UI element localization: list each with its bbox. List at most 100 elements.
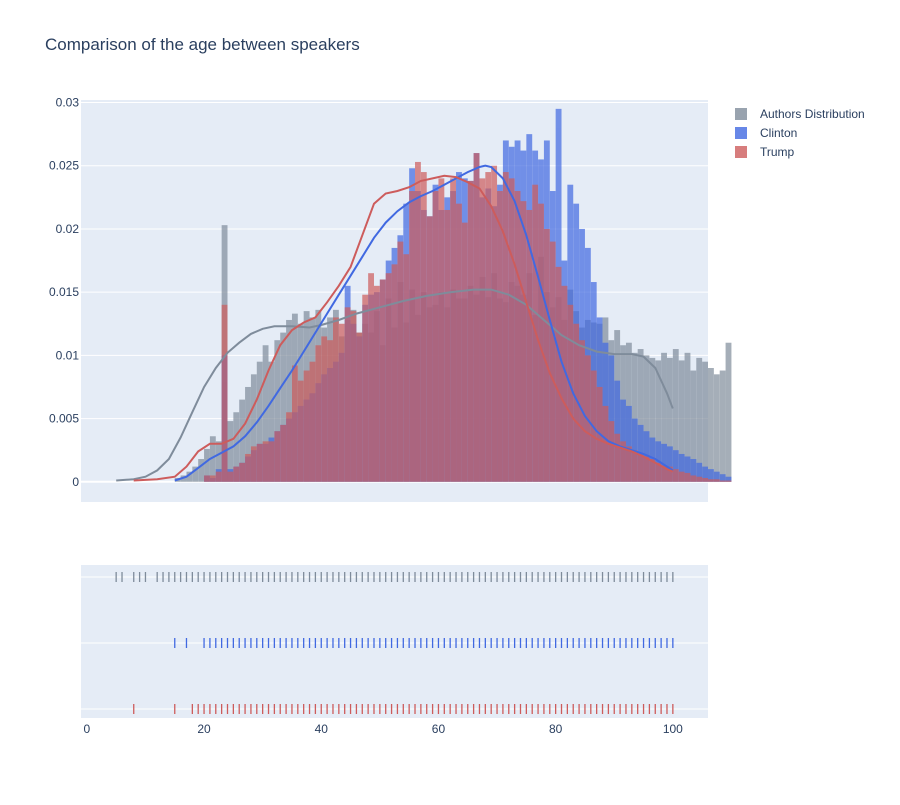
- hist-bar[interactable]: [245, 453, 251, 482]
- hist-bar[interactable]: [461, 222, 468, 482]
- hist-bar[interactable]: [391, 264, 398, 482]
- hist-bar[interactable]: [415, 161, 421, 482]
- hist-bar[interactable]: [221, 304, 228, 482]
- hist-bar[interactable]: [432, 191, 439, 482]
- hist-bar[interactable]: [274, 340, 281, 482]
- hist-bar[interactable]: [280, 424, 287, 482]
- hist-bar[interactable]: [403, 254, 410, 482]
- hist-bar[interactable]: [256, 443, 263, 482]
- hist-bar[interactable]: [719, 370, 726, 482]
- hist-bar[interactable]: [678, 453, 685, 482]
- hist-bar[interactable]: [661, 352, 667, 482]
- hist-bar[interactable]: [702, 361, 708, 482]
- hist-bar[interactable]: [473, 153, 480, 482]
- hist-bar[interactable]: [684, 352, 691, 482]
- hist-bar[interactable]: [227, 421, 234, 482]
- hist-bar[interactable]: [409, 191, 416, 482]
- hist-bar[interactable]: [209, 475, 216, 482]
- hist-bar[interactable]: [368, 273, 374, 482]
- hist-bar[interactable]: [450, 178, 457, 482]
- hist-bar[interactable]: [678, 360, 685, 482]
- hist-bar[interactable]: [631, 352, 638, 482]
- hist-bar[interactable]: [702, 466, 708, 482]
- hist-bar[interactable]: [725, 342, 732, 482]
- hist-bar[interactable]: [643, 456, 650, 482]
- hist-bar[interactable]: [426, 216, 433, 482]
- hist-bar[interactable]: [497, 191, 503, 482]
- hist-bar[interactable]: [708, 368, 714, 482]
- hist-bar[interactable]: [397, 241, 404, 482]
- hist-bar[interactable]: [215, 471, 222, 482]
- hist-bar[interactable]: [678, 471, 685, 482]
- hist-bar[interactable]: [614, 433, 621, 482]
- hist-bar[interactable]: [198, 459, 205, 482]
- hist-bar[interactable]: [303, 370, 310, 482]
- hist-bar[interactable]: [555, 266, 562, 482]
- hist-bar[interactable]: [666, 466, 673, 482]
- hist-bar[interactable]: [672, 469, 679, 482]
- hist-bar[interactable]: [649, 357, 656, 482]
- hist-bar[interactable]: [274, 431, 281, 482]
- hist-bar[interactable]: [420, 172, 427, 482]
- kde-line[interactable]: [174, 164, 674, 482]
- hist-bar[interactable]: [233, 466, 240, 482]
- hist-bar[interactable]: [373, 285, 380, 482]
- hist-bar[interactable]: [204, 475, 210, 482]
- hist-bar[interactable]: [661, 443, 667, 482]
- hist-bar[interactable]: [631, 450, 638, 482]
- hist-bar[interactable]: [192, 466, 199, 482]
- hist-bar[interactable]: [696, 476, 703, 482]
- hist-bar[interactable]: [286, 319, 292, 482]
- hist-bar[interactable]: [286, 412, 292, 482]
- hist-bar[interactable]: [262, 345, 269, 482]
- hist-bar[interactable]: [514, 191, 521, 482]
- hist-bar[interactable]: [655, 462, 662, 482]
- hist-bar[interactable]: [204, 448, 210, 482]
- hist-bar[interactable]: [479, 178, 486, 482]
- hist-bar[interactable]: [508, 178, 515, 482]
- hist-bar[interactable]: [526, 209, 533, 482]
- hist-bar[interactable]: [713, 479, 720, 482]
- hist-bar[interactable]: [338, 323, 345, 482]
- hist-bar[interactable]: [239, 399, 246, 482]
- hist-bar[interactable]: [321, 336, 328, 482]
- hist-bar[interactable]: [690, 475, 697, 482]
- hist-bar[interactable]: [696, 357, 703, 482]
- hist-bar[interactable]: [608, 355, 615, 482]
- legend-item[interactable]: Clinton: [735, 126, 797, 140]
- hist-bar[interactable]: [356, 332, 363, 482]
- hist-bar[interactable]: [385, 273, 392, 482]
- hist-bar[interactable]: [549, 241, 556, 482]
- hist-bar[interactable]: [520, 201, 527, 482]
- hist-bar[interactable]: [209, 436, 216, 482]
- hist-bar[interactable]: [725, 476, 732, 482]
- hist-bar[interactable]: [485, 172, 492, 482]
- hist-bar[interactable]: [491, 165, 498, 482]
- hist-bar[interactable]: [625, 405, 632, 482]
- hist-bar[interactable]: [350, 311, 357, 482]
- hist-bar[interactable]: [661, 465, 667, 482]
- legend-item[interactable]: Trump: [735, 145, 795, 159]
- hist-bar[interactable]: [467, 180, 474, 482]
- hist-bar[interactable]: [614, 380, 621, 482]
- kde-line[interactable]: [133, 174, 674, 482]
- hist-bar[interactable]: [602, 405, 609, 482]
- hist-bar[interactable]: [444, 209, 451, 482]
- hist-bar[interactable]: [708, 469, 714, 482]
- hist-bar[interactable]: [655, 360, 662, 482]
- hist-bar[interactable]: [649, 459, 656, 482]
- hist-bar[interactable]: [696, 462, 703, 482]
- kde-line[interactable]: [116, 288, 674, 482]
- hist-bar[interactable]: [315, 345, 322, 482]
- hist-bar[interactable]: [713, 374, 720, 482]
- hist-bar[interactable]: [502, 172, 509, 482]
- hist-bar[interactable]: [690, 370, 697, 482]
- hist-bar[interactable]: [672, 349, 679, 482]
- hist-bar[interactable]: [643, 355, 650, 482]
- hist-bar[interactable]: [620, 441, 626, 482]
- hist-bar[interactable]: [620, 399, 626, 482]
- hist-bar[interactable]: [239, 462, 246, 482]
- legend[interactable]: Authors Distribution Clinton Trump: [735, 107, 865, 159]
- hist-bar[interactable]: [725, 480, 732, 482]
- hist-bar[interactable]: [262, 441, 269, 482]
